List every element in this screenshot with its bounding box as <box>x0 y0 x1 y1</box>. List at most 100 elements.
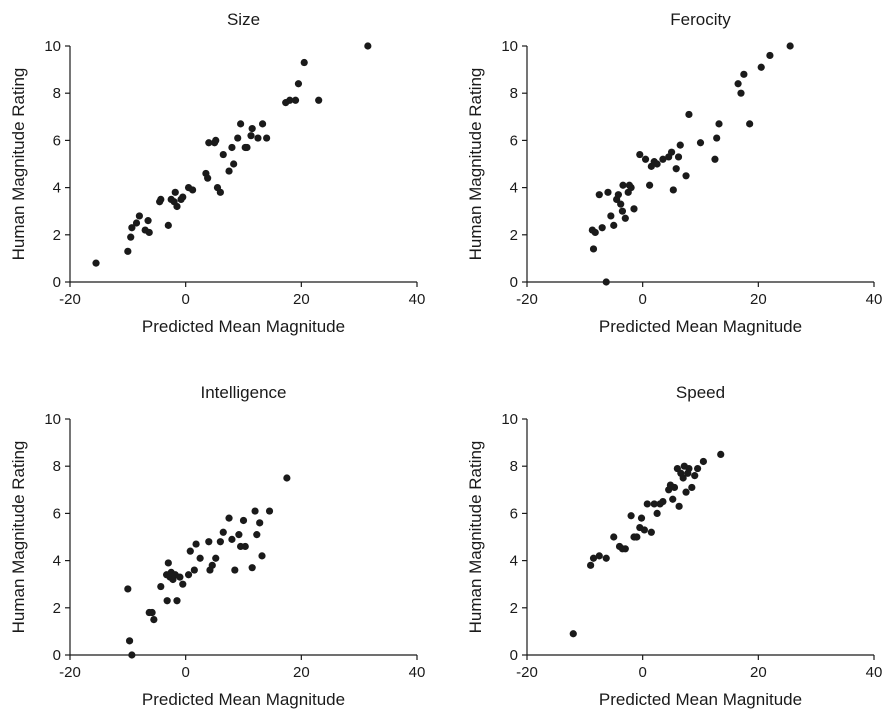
data-point <box>315 96 323 104</box>
data-point <box>619 181 627 189</box>
data-point <box>254 134 262 142</box>
data-point <box>253 531 261 539</box>
data-point <box>667 148 676 156</box>
panel-title: Intelligence <box>200 383 286 402</box>
data-point <box>694 464 702 473</box>
data-point <box>607 212 615 220</box>
data-point <box>641 155 650 163</box>
data-point <box>364 42 372 50</box>
data-point <box>125 637 134 645</box>
data-point <box>128 651 136 659</box>
y-tick-label: 6 <box>510 505 518 522</box>
data-point <box>740 70 748 78</box>
y-tick-label: 4 <box>53 180 61 197</box>
data-point <box>196 554 204 562</box>
data-point <box>258 552 266 560</box>
data-point <box>637 514 646 522</box>
data-point <box>258 120 267 128</box>
data-point <box>189 186 197 194</box>
y-tick-label: 0 <box>510 647 518 664</box>
data-point <box>219 150 227 159</box>
data-point <box>225 514 233 522</box>
data-point <box>157 195 165 203</box>
data-point <box>696 139 705 147</box>
y-axis-label: Human Magnitude Rating <box>466 441 485 634</box>
data-point <box>228 535 236 543</box>
data-point <box>216 188 224 196</box>
data-point <box>636 150 644 159</box>
data-point <box>92 259 100 267</box>
data-point <box>128 224 136 232</box>
data-point <box>627 184 635 192</box>
data-point <box>672 165 680 173</box>
data-point <box>676 141 684 149</box>
data-point <box>216 538 224 546</box>
x-tick-label: 20 <box>750 291 767 308</box>
data-point <box>688 483 696 492</box>
data-point <box>247 132 255 140</box>
y-tick-label: 8 <box>510 85 518 102</box>
data-point <box>617 200 625 208</box>
data-point <box>734 80 742 88</box>
x-axis-label: Predicted Mean Magnitude <box>599 317 802 336</box>
data-point <box>679 474 687 482</box>
data-point <box>711 155 719 163</box>
data-point <box>263 134 271 142</box>
data-point <box>205 538 213 546</box>
x-tick-label: 20 <box>293 664 310 681</box>
x-tick-label: -20 <box>516 664 538 681</box>
data-point <box>164 559 172 567</box>
data-point <box>610 221 618 229</box>
y-axis-label: Human Magnitude Rating <box>466 68 485 261</box>
data-point <box>237 120 245 128</box>
data-point <box>675 502 683 510</box>
y-tick-label: 6 <box>53 132 61 149</box>
data-point <box>192 540 200 548</box>
x-tick-label: 40 <box>409 664 426 681</box>
data-point <box>179 193 187 201</box>
data-point <box>602 554 610 562</box>
data-point <box>715 120 723 128</box>
data-point <box>241 542 249 551</box>
y-tick-label: 10 <box>44 411 61 428</box>
data-point <box>595 191 603 199</box>
data-point <box>150 616 158 624</box>
data-point <box>685 110 693 119</box>
y-tick-label: 2 <box>53 227 61 244</box>
data-point <box>208 561 216 569</box>
x-axis-label: Predicted Mean Magnitude <box>142 690 345 709</box>
data-point <box>230 160 238 168</box>
y-axis-label: Human Magnitude Rating <box>9 68 28 261</box>
data-point <box>691 472 699 480</box>
data-point <box>589 245 598 253</box>
data-point <box>618 207 627 215</box>
y-tick-label: 8 <box>53 458 61 475</box>
data-point <box>212 136 220 144</box>
data-point <box>669 495 677 503</box>
data-point <box>184 571 193 579</box>
data-point <box>251 507 259 515</box>
data-point <box>587 561 595 569</box>
data-point <box>234 134 242 142</box>
data-point <box>283 474 291 482</box>
data-point <box>699 457 707 466</box>
data-point <box>228 143 236 152</box>
data-point <box>256 519 264 527</box>
data-point <box>294 80 303 88</box>
data-point <box>647 528 655 536</box>
y-axis-label: Human Magnitude Rating <box>9 441 28 634</box>
y-tick-label: 4 <box>510 180 518 197</box>
data-point <box>669 186 677 194</box>
data-point <box>291 96 300 104</box>
data-point <box>766 51 774 60</box>
x-tick-label: 40 <box>866 291 883 308</box>
data-point <box>591 228 599 237</box>
data-point <box>627 512 635 520</box>
data-point <box>127 233 135 241</box>
x-tick-label: 0 <box>638 291 646 308</box>
data-point <box>235 531 243 539</box>
x-tick-label: 0 <box>181 291 189 308</box>
